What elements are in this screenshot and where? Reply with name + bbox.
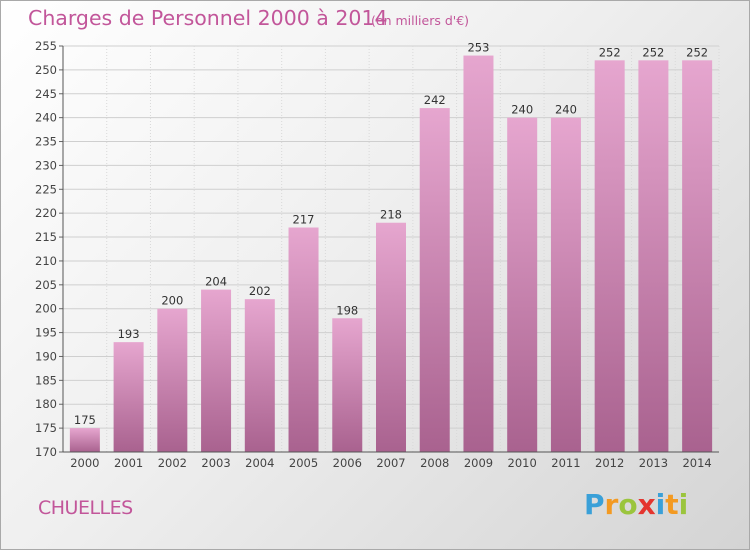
y-tick-label: 200: [35, 302, 57, 316]
value-label: 217: [293, 213, 315, 227]
bar-2006: [332, 318, 363, 452]
logo-letter: i: [655, 488, 666, 521]
y-tick-label: 175: [35, 421, 57, 435]
x-tick-label: 2007: [376, 456, 405, 470]
bar-2003: [201, 289, 232, 452]
x-tick-label: 2002: [158, 456, 187, 470]
value-label: 204: [205, 275, 227, 289]
y-tick-label: 220: [35, 206, 57, 220]
bar-2007: [376, 222, 406, 452]
value-label: 242: [424, 93, 446, 107]
chart-title: Charges de Personnel 2000 à 2014: [28, 6, 388, 30]
x-tick-label: 2010: [508, 456, 537, 470]
value-label: 202: [249, 284, 271, 298]
y-tick-label: 185: [35, 373, 57, 387]
x-tick-label: 2000: [70, 456, 99, 470]
y-tick-label: 230: [35, 158, 57, 172]
y-tick-label: 205: [35, 278, 57, 292]
y-tick-label: 255: [35, 39, 57, 53]
y-tick-label: 235: [35, 135, 57, 149]
proxiti-logo: Proxiti: [584, 488, 688, 521]
value-label: 218: [380, 208, 402, 222]
y-tick-label: 240: [35, 111, 57, 125]
value-label: 240: [511, 103, 533, 117]
logo-letter: x: [637, 488, 656, 521]
y-tick-label: 245: [35, 87, 57, 101]
value-label: 252: [599, 45, 621, 59]
x-tick-label: 2009: [464, 456, 493, 470]
logo-letter: o: [618, 488, 638, 521]
y-tick-label: 210: [35, 254, 57, 268]
y-tick-label: 195: [35, 326, 57, 340]
value-label: 240: [555, 103, 577, 117]
y-tick-label: 170: [35, 445, 57, 459]
x-tick-label: 2013: [639, 456, 668, 470]
x-tick-label: 2001: [114, 456, 143, 470]
logo-letter: i: [678, 488, 689, 521]
x-tick-label: 2014: [682, 456, 711, 470]
value-label: 200: [161, 294, 183, 308]
y-tick-label: 215: [35, 230, 57, 244]
logo-letter: r: [604, 488, 619, 521]
x-tick-label: 2011: [551, 456, 580, 470]
bar-2008: [419, 108, 450, 452]
chart-subtitle: (en milliers d'€): [371, 13, 470, 28]
logo-letter: P: [584, 488, 605, 521]
y-tick-label: 250: [35, 63, 57, 77]
bars: 175 193 200 204 202 217 198 218 242 253 240 240 252 2…: [69, 41, 713, 453]
x-tick-label: 2004: [245, 456, 274, 470]
bar-2012: [594, 60, 625, 453]
bar-2010: [507, 117, 538, 452]
bar-2005: [288, 227, 319, 452]
x-tick-label: 2005: [289, 456, 318, 470]
x-tick-label: 2006: [333, 456, 362, 470]
location-label: CHUELLES: [38, 497, 133, 519]
value-label: 198: [336, 303, 358, 317]
x-tick-label: 2012: [595, 456, 624, 470]
bar-2001: [113, 342, 144, 452]
value-label: 175: [74, 413, 96, 427]
bar-2004: [244, 299, 275, 452]
value-label: 252: [686, 45, 708, 59]
y-tick-label: 190: [35, 349, 57, 363]
bar-2014: [682, 60, 713, 453]
logo-letter: t: [665, 488, 679, 521]
value-label: 252: [642, 45, 664, 59]
x-tick-label: 2008: [420, 456, 449, 470]
x-tick-label: 2003: [201, 456, 230, 470]
bar-2009: [463, 55, 494, 452]
value-label: 193: [118, 327, 140, 341]
axes: 170 175 180 185 190 195 200 205 210 215 220 225 230 2…: [35, 39, 719, 470]
bar-2000: [69, 428, 100, 452]
value-label: 253: [467, 41, 489, 55]
bar-2011: [550, 117, 581, 452]
bar-2013: [638, 60, 669, 453]
bar-2002: [157, 308, 188, 452]
y-tick-label: 225: [35, 182, 57, 196]
y-tick-label: 180: [35, 397, 57, 411]
